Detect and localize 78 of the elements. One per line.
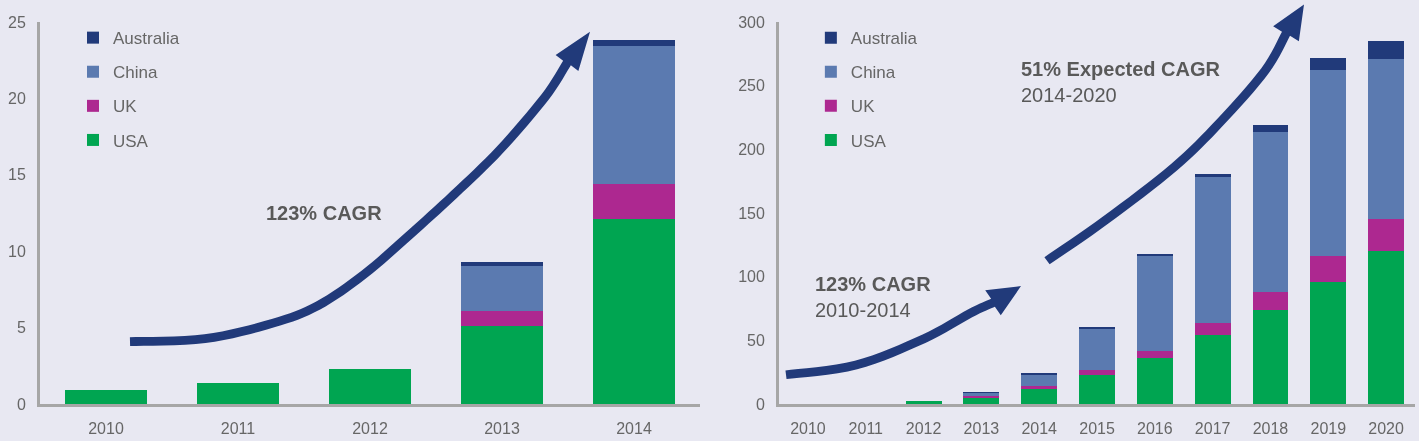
bar — [1252, 291, 1289, 310]
bar — [1079, 374, 1115, 404]
x-tick-label: 2014 — [616, 420, 652, 438]
bar — [1368, 41, 1405, 59]
x-tick-label: 2016 — [1137, 420, 1173, 438]
bar — [461, 266, 543, 311]
legend-label: UK — [113, 97, 138, 117]
x-tick-label: 2019 — [1310, 420, 1347, 438]
bar — [1079, 326, 1115, 329]
bar — [1194, 322, 1231, 336]
x-tick-label: 2018 — [1252, 420, 1289, 438]
x-tick-label: 2010 — [790, 420, 826, 438]
bar — [1252, 125, 1289, 132]
x-tick-label: 2011 — [220, 420, 256, 438]
x-tick-label: 2017 — [1194, 420, 1231, 438]
bar — [1079, 369, 1115, 375]
bar — [963, 397, 1000, 404]
bar — [593, 183, 675, 220]
bar — [593, 219, 675, 404]
bar — [1310, 256, 1347, 282]
bar — [1021, 374, 1058, 386]
bar — [1252, 131, 1289, 292]
bar — [1194, 177, 1231, 323]
x-tick-label: 2010 — [88, 420, 124, 438]
bar — [593, 40, 675, 47]
bar — [65, 390, 147, 404]
annotation: 123% CAGR 2010-2014 — [815, 273, 932, 321]
bar — [593, 46, 675, 184]
legend-label: USA — [850, 131, 887, 151]
y-tick-label: 25 — [8, 13, 26, 31]
legend-label: China — [113, 63, 158, 83]
legend-label: Australia — [113, 29, 180, 49]
bar — [1310, 281, 1347, 404]
y-tick-label: 0 — [16, 395, 26, 413]
annotation: 123% CAGR — [266, 202, 383, 224]
bar — [1252, 309, 1289, 404]
bar — [1136, 254, 1173, 257]
bar — [329, 368, 411, 404]
y-tick-label: 250 — [738, 77, 765, 95]
bar — [1310, 70, 1347, 257]
bar — [905, 401, 942, 404]
bar — [1194, 335, 1231, 404]
legend-label: UK — [850, 97, 876, 117]
y-tick-label: 50 — [747, 331, 765, 349]
annotation: 51% Expected CAGR 2014-2020 — [1021, 58, 1221, 106]
x-tick-label: 2012 — [905, 420, 942, 438]
y-tick-label: 200 — [738, 140, 765, 158]
x-tick-label: 2011 — [848, 420, 884, 438]
x-tick-label: 2020 — [1368, 420, 1404, 438]
bar — [1136, 358, 1173, 404]
legend-label: Australia — [850, 29, 918, 49]
bar — [1368, 219, 1405, 252]
x-tick-label: 2015 — [1079, 420, 1115, 438]
bar — [1368, 58, 1405, 220]
y-tick-label: 5 — [16, 319, 26, 337]
x-tick-label: 2013 — [963, 420, 1000, 438]
bar — [197, 382, 279, 404]
bar — [1310, 57, 1347, 71]
bar — [461, 310, 543, 327]
bar — [1079, 328, 1115, 370]
bar — [1021, 388, 1058, 404]
bar — [1136, 350, 1173, 359]
bar — [461, 326, 543, 404]
y-tick-label: 10 — [8, 242, 26, 260]
legend-label: USA — [113, 131, 149, 151]
x-tick-label: 2013 — [484, 420, 520, 438]
bar — [1021, 385, 1058, 389]
legend-label: China — [850, 63, 896, 83]
bar — [1136, 256, 1173, 351]
y-tick-label: 15 — [8, 166, 26, 184]
x-tick-label: 2014 — [1021, 420, 1058, 438]
y-tick-label: 100 — [738, 268, 765, 286]
y-tick-label: 20 — [8, 90, 26, 107]
y-tick-label: 300 — [738, 13, 765, 31]
y-tick-label: 0 — [755, 395, 765, 413]
x-tick-label: 2012 — [352, 420, 388, 438]
y-tick-label: 150 — [738, 204, 765, 222]
bar — [1368, 251, 1405, 404]
